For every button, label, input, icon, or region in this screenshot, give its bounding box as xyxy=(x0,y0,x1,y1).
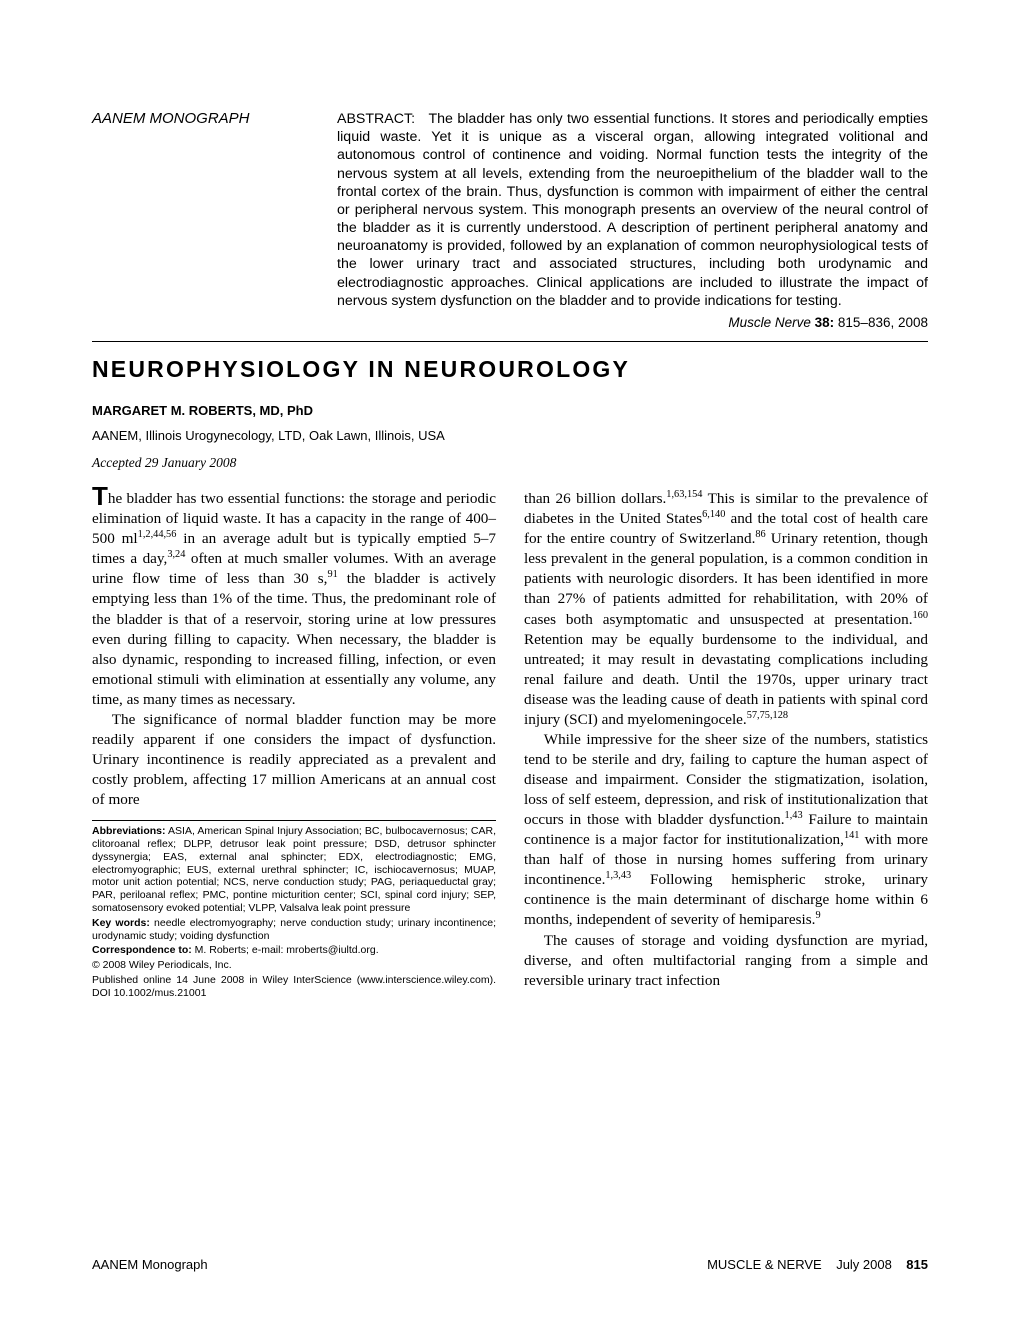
body-paragraph-2: The significance of normal bladder funct… xyxy=(92,710,496,810)
correspondence-text: M. Roberts; e-mail: mroberts@iultd.org. xyxy=(192,944,379,956)
footnotes-block: Abbreviations: ASIA, American Spinal Inj… xyxy=(92,825,496,999)
page-footer: AANEM Monograph MUSCLE & NERVE July 2008… xyxy=(92,1257,928,1272)
footnote-rule xyxy=(92,820,496,821)
body-paragraph-4: While impressive for the sheer size of t… xyxy=(524,730,928,931)
abbreviations-label: Abbreviations: xyxy=(92,825,166,837)
keywords-text: needle electromyography; nerve conductio… xyxy=(92,917,496,942)
body-paragraph-3: than 26 billion dollars.1,63,154 This is… xyxy=(524,489,928,730)
author-name: MARGARET M. ROBERTS, MD, PhD xyxy=(92,403,928,418)
published-online-text: Published online 14 June 2008 in Wiley I… xyxy=(92,974,496,1000)
abstract-block: ABSTRACT: The bladder has only two essen… xyxy=(337,110,928,331)
journal-pages: 815–836, 2008 xyxy=(838,315,928,330)
footer-left: AANEM Monograph xyxy=(92,1257,208,1272)
journal-volume: 38: xyxy=(815,315,835,330)
article-title: NEUROPHYSIOLOGY IN NEUROUROLOGY xyxy=(92,356,928,383)
author-affiliation: AANEM, Illinois Urogynecology, LTD, Oak … xyxy=(92,428,928,443)
body-paragraph-5: The causes of storage and voiding dysfun… xyxy=(524,931,928,991)
copyright-text: © 2008 Wiley Periodicals, Inc. xyxy=(92,959,496,972)
keywords-label: Key words: xyxy=(92,917,150,929)
top-rule xyxy=(92,341,928,342)
body-columns: The bladder has two essential functions:… xyxy=(92,489,928,1001)
journal-name: Muscle Nerve xyxy=(728,315,811,330)
page-number: 815 xyxy=(906,1257,928,1272)
abstract-text: The bladder has only two essential funct… xyxy=(337,111,928,309)
correspondence-label: Correspondence to: xyxy=(92,944,192,956)
dropcap: T xyxy=(92,481,108,511)
abbreviations-text: ASIA, American Spinal Injury Association… xyxy=(92,825,496,914)
journal-reference: Muscle Nerve 38: 815–836, 2008 xyxy=(337,314,928,331)
accepted-date: Accepted 29 January 2008 xyxy=(92,455,928,471)
monograph-label: AANEM MONOGRAPH xyxy=(92,110,337,331)
footer-right: MUSCLE & NERVE July 2008 815 xyxy=(707,1257,928,1272)
abstract-label: ABSTRACT: xyxy=(337,111,415,127)
body-paragraph-1: The bladder has two essential functions:… xyxy=(92,489,496,710)
